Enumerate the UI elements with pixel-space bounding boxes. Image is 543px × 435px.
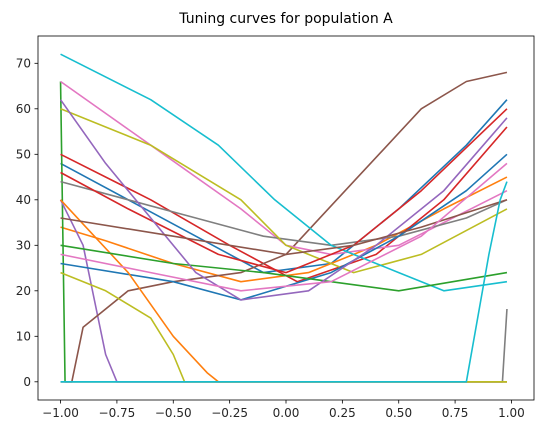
y-tick-label: 10 bbox=[16, 329, 31, 343]
series-line-10 bbox=[60, 53, 508, 292]
series-line-11 bbox=[60, 153, 508, 301]
y-tick-label: 60 bbox=[16, 102, 31, 116]
y-tick-label: 30 bbox=[16, 238, 31, 252]
x-tick-label: 0.00 bbox=[273, 406, 300, 420]
x-tick-label: −0.50 bbox=[155, 406, 192, 420]
series-line-20 bbox=[60, 181, 508, 383]
x-tick-label: −0.75 bbox=[99, 406, 136, 420]
x-tick-label: 0.25 bbox=[329, 406, 356, 420]
y-tick-label: 50 bbox=[16, 147, 31, 161]
x-tick-label: −1.00 bbox=[42, 406, 79, 420]
series-line-13 bbox=[60, 244, 508, 292]
series-line-6 bbox=[60, 71, 508, 383]
series-line-9 bbox=[60, 108, 508, 274]
x-tick-label: 0.75 bbox=[442, 406, 469, 420]
series-line-15 bbox=[59, 99, 508, 301]
x-tick-label: −0.25 bbox=[211, 406, 248, 420]
chart-title: Tuning curves for population A bbox=[178, 11, 393, 27]
series-line-4 bbox=[60, 126, 508, 283]
y-tick-label: 20 bbox=[16, 284, 31, 298]
series-line-16 bbox=[60, 199, 508, 256]
y-tick-label: 0 bbox=[23, 375, 31, 389]
x-tick-label: 0.50 bbox=[385, 406, 412, 420]
series-line-2 bbox=[60, 176, 508, 283]
x-axis: −1.00 −0.75 −0.50 −0.25 0.00 0.25 0.50 0.75 1.00 bbox=[42, 400, 525, 420]
plot-area bbox=[59, 53, 508, 383]
series-line-14 bbox=[60, 108, 508, 274]
x-tick-label: 1.00 bbox=[498, 406, 525, 420]
series-line-8 bbox=[60, 180, 508, 247]
y-tick-label: 70 bbox=[16, 56, 31, 70]
y-tick-label: 40 bbox=[16, 193, 31, 207]
series-line-17 bbox=[60, 162, 508, 292]
y-axis: 0 10 20 30 40 50 60 70 bbox=[16, 56, 38, 389]
